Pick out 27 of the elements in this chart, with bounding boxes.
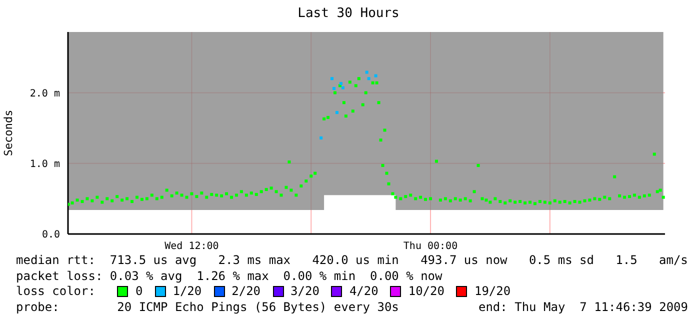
point [335, 111, 338, 114]
y-axis-title: Seconds [2, 110, 15, 156]
x-tick-label: Thu 00:00 [403, 241, 458, 252]
y-tick-label: 0.0 [42, 230, 60, 241]
legend-label: 3/20 [290, 284, 320, 300]
legend-label: 2/20 [232, 284, 261, 300]
legend-label: 4/20 [349, 284, 378, 300]
text: packet loss: 0.03 % avg 1.26 % max 0.00 % min 0.00 % now [16, 268, 444, 284]
legend-title: loss color: [16, 284, 96, 300]
point [332, 87, 336, 90]
chart-title: Last 30 Hours [296, 6, 400, 21]
x-tick-label: Wed 12:00 [164, 241, 219, 252]
y-tick-label: 1.0 m [30, 158, 60, 170]
y-tick-label: 2.0 m [30, 88, 60, 100]
legend-label: 0 [135, 284, 143, 300]
point [367, 77, 370, 80]
legend-label: 19/20 [474, 284, 511, 300]
legend-label: 1/20 [172, 284, 202, 300]
point [365, 70, 368, 74]
text: probe: 20 ICMP Echo Pings (56 Bytes) every 30s [16, 300, 399, 315]
point [320, 136, 323, 140]
text: median rtt: 713.5 us avg 2.3 ms max 420.0 us min 493.7 us now 0.5 ms sd 1.5 am/s [16, 253, 688, 268]
legend-label: 10/20 [408, 284, 444, 300]
point [330, 77, 334, 80]
point [341, 86, 344, 90]
text: end: Thu May 7 11:46:39 2009 [478, 300, 688, 315]
point [374, 74, 378, 78]
